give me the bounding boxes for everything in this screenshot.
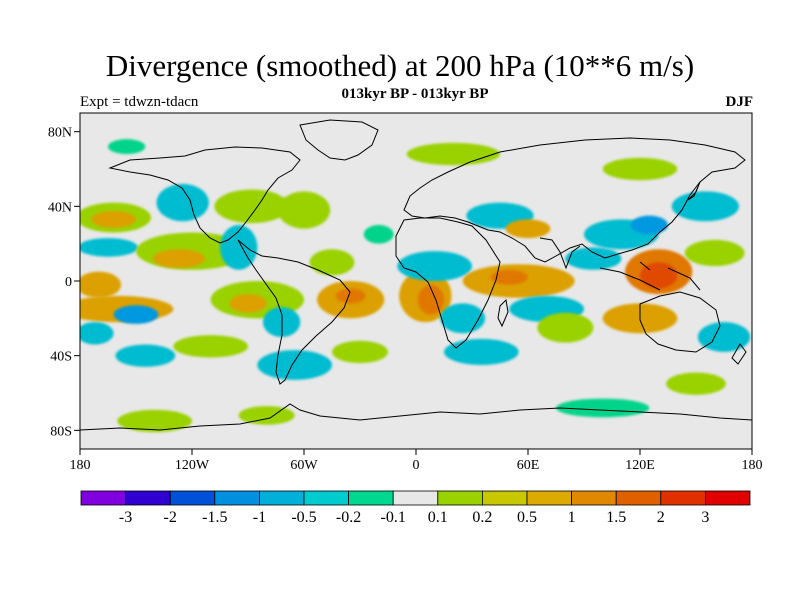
anomaly-patch: [602, 157, 678, 181]
anomaly-patch: [666, 372, 726, 395]
coastline-north-america: [108, 146, 301, 244]
coastlines: [80, 119, 752, 431]
lat-tick-label: 80S: [50, 424, 72, 439]
colorbar-label: 3: [701, 509, 709, 526]
colorbar-swatch: [125, 490, 171, 506]
colorbar-label: 1.5: [606, 509, 626, 526]
anomaly-patch: [229, 294, 267, 313]
colorbar-label: -1: [253, 509, 266, 526]
anomaly-patch: [80, 322, 114, 345]
anomaly-patch: [363, 225, 394, 244]
anomaly-patch: [277, 191, 331, 229]
anomaly-patch: [630, 215, 668, 235]
colorbar-swatch: [705, 490, 751, 506]
anomaly-field: [80, 139, 751, 433]
anomaly-patch: [91, 211, 136, 228]
colorbar-label: -0.2: [336, 509, 361, 526]
coastline-madagascar: [497, 298, 509, 328]
lat-tick-label: 80N: [48, 126, 72, 141]
colorbar-swatch: [392, 490, 439, 506]
coastline-antarctica: [80, 403, 752, 431]
anomaly-patch: [684, 239, 745, 267]
colorbar-label: -3: [119, 509, 132, 526]
colorbar-label: -1.5: [202, 509, 227, 526]
colorbar-swatch: [303, 490, 349, 506]
anomaly-patch: [156, 183, 209, 222]
coastline-australia: [639, 291, 721, 353]
coastline-new-zealand: [731, 343, 747, 365]
anomaly-patch: [115, 344, 176, 367]
colorbar-label: 0.1: [428, 509, 448, 526]
lon-tick-label: 60E: [517, 458, 540, 473]
colorbar-swatch: [80, 490, 126, 506]
anomaly-patch: [80, 271, 122, 298]
lon-tick-label: 180: [70, 458, 91, 473]
experiment-label: Expt = tdwzn-tdacn: [80, 94, 199, 110]
colorbar-label: -0.5: [291, 509, 316, 526]
colorbar-swatch: [660, 490, 706, 506]
colorbar-label: -0.1: [381, 509, 406, 526]
colorbar-label: 1: [568, 509, 576, 526]
anomaly-patch: [671, 191, 739, 222]
colorbar-swatch: [481, 490, 528, 506]
anomaly-patch: [257, 350, 332, 380]
colorbar-swatch: [214, 490, 260, 506]
colorbar-swatch: [437, 490, 483, 506]
lon-tick-label: 60W: [290, 458, 318, 473]
colorbar-swatch: [526, 490, 572, 506]
coastline-eurasia: [403, 137, 746, 263]
colorbar-swatch: [169, 490, 216, 506]
map-axes: 180 120W 60W 0 60E 120E 180 80N 40N 0 40S 80S: [48, 126, 763, 473]
colorbar-swatch: [348, 490, 394, 506]
colorbar-swatch: [258, 490, 305, 506]
lat-tick-label: 40N: [48, 200, 72, 215]
coastline-india: [539, 237, 581, 270]
anomaly-patch: [309, 249, 355, 276]
lon-tick-label: 120W: [175, 458, 210, 473]
anomaly-patch: [152, 249, 206, 268]
lat-tick-label: 40S: [50, 350, 72, 365]
anomaly-patch: [440, 303, 486, 334]
anomaly-patch: [556, 398, 650, 418]
lon-tick-label: 0: [413, 458, 420, 473]
colorbar: -3 -2 -1.5 -1 -0.5 -0.2 -0.1 0.1 0.2 0.5 1 1.5 2 3: [80, 490, 751, 526]
colorbar-label: 2: [657, 509, 665, 526]
anomaly-patch: [214, 189, 290, 224]
plot-subtitle: 013kyr BP - 013kyr BP: [341, 86, 489, 102]
anomaly-patch: [537, 312, 594, 343]
lon-tick-label: 180: [742, 458, 763, 473]
anomaly-patch: [108, 139, 146, 155]
plot-title: Divergence (smoothed) at 200 hPa (10**6 …: [105, 48, 695, 83]
coastline-japan: [687, 181, 701, 201]
coastline-indonesia: [599, 261, 701, 291]
anomaly-patch: [80, 238, 138, 257]
lat-tick-label: 0: [65, 275, 72, 290]
coastline-south-america: [237, 239, 351, 385]
anomaly-patch: [444, 338, 519, 365]
anomaly-patch: [173, 335, 248, 358]
anomaly-patch: [417, 284, 444, 315]
anomaly-patch: [565, 247, 622, 270]
coastline-greenland: [299, 119, 379, 161]
anomaly-patch: [697, 322, 751, 352]
anomaly-patch: [397, 251, 472, 281]
anomaly-patch: [505, 219, 551, 239]
anomaly-patch: [332, 340, 388, 364]
lon-tick-label: 120E: [625, 458, 655, 473]
colorbar-label: 0.2: [472, 509, 492, 526]
coastline-africa: [395, 217, 501, 349]
anomaly-patch: [113, 305, 159, 324]
colorbar-label: 0.5: [517, 509, 537, 526]
anomaly-patch: [238, 406, 295, 425]
anomaly-patch: [117, 409, 192, 433]
colorbar-swatch: [615, 490, 662, 506]
anomaly-patch: [406, 142, 501, 166]
anomaly-patch: [490, 269, 528, 285]
anomaly-patch: [335, 288, 366, 304]
colorbar-swatch: [571, 490, 617, 506]
colorbar-label: -2: [164, 509, 177, 526]
season-label: DJF: [725, 94, 754, 110]
